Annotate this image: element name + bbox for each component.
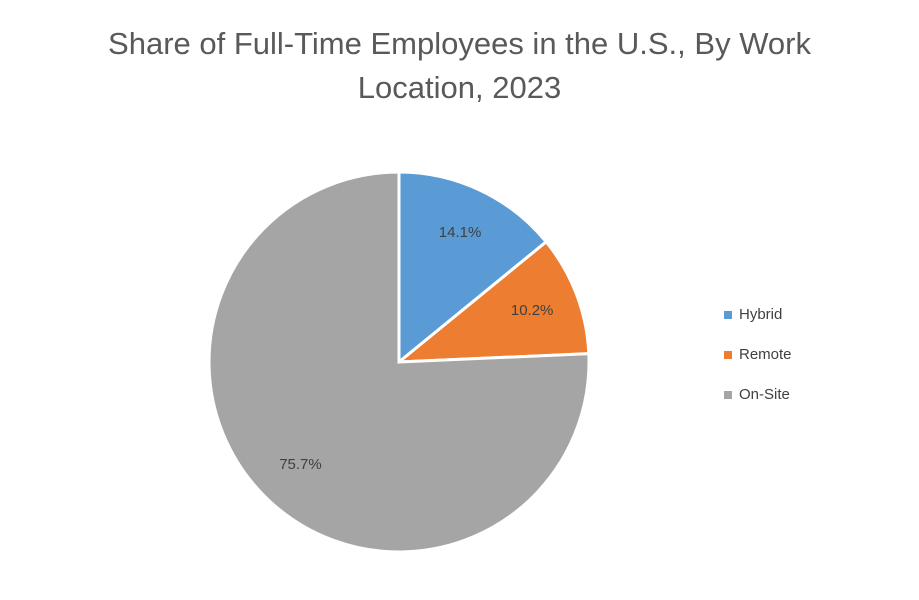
legend-label: On-Site <box>739 386 790 403</box>
chart-title: Share of Full-Time Employees in the U.S.… <box>108 26 811 105</box>
legend-label: Hybrid <box>739 306 782 323</box>
legend-label: Remote <box>739 346 792 363</box>
legend-swatch <box>724 391 732 399</box>
pie-slice <box>394 239 591 364</box>
data-label: 14.1% <box>439 224 482 241</box>
data-label: 75.7% <box>279 456 322 473</box>
pie-slice <box>207 170 591 554</box>
data-label: 10.2% <box>511 302 554 319</box>
legend-swatch <box>724 311 732 319</box>
pie-slice <box>397 170 549 366</box>
legend-swatch <box>724 351 732 359</box>
